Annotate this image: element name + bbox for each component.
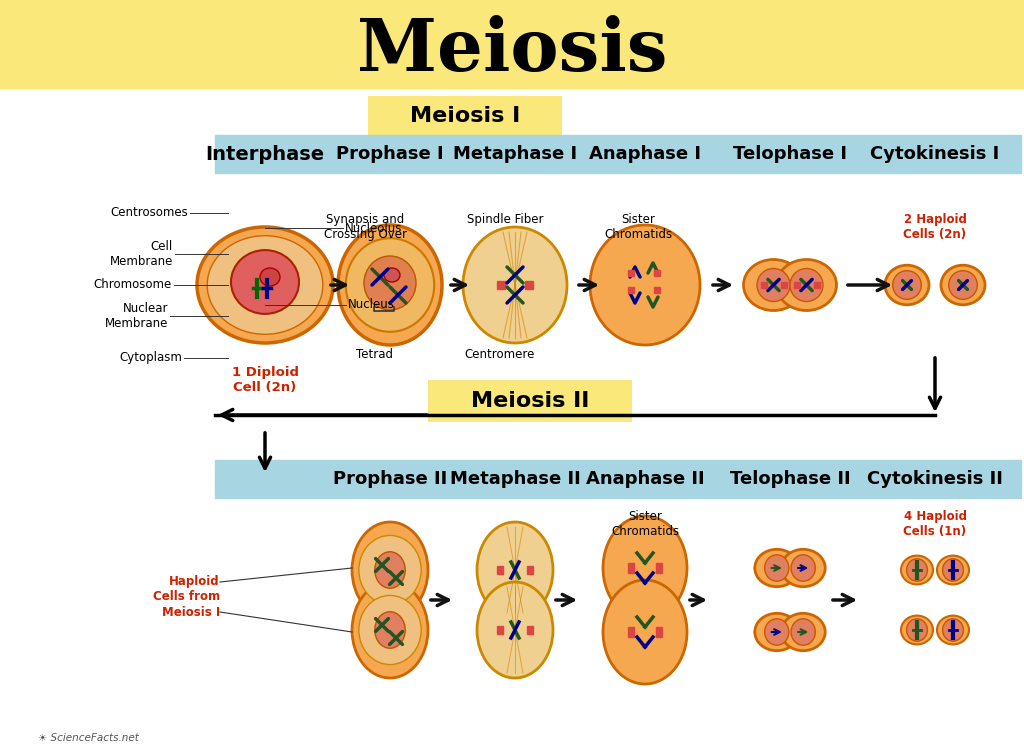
Ellipse shape (943, 619, 964, 641)
Ellipse shape (765, 619, 788, 645)
Bar (628, 563, 634, 573)
Text: Metaphase I: Metaphase I (453, 145, 578, 163)
Ellipse shape (207, 236, 323, 334)
Ellipse shape (901, 556, 933, 584)
Ellipse shape (477, 522, 553, 618)
Ellipse shape (260, 268, 280, 286)
Ellipse shape (384, 268, 400, 282)
Ellipse shape (477, 582, 553, 678)
Ellipse shape (893, 271, 922, 299)
Text: 1 Diploid
Cell (2n): 1 Diploid Cell (2n) (231, 366, 299, 394)
Ellipse shape (338, 225, 442, 345)
Text: Sister
Chromatids: Sister Chromatids (611, 510, 679, 538)
Ellipse shape (603, 580, 687, 684)
Text: Anaphase I: Anaphase I (589, 145, 701, 163)
Ellipse shape (358, 596, 421, 665)
Ellipse shape (941, 265, 985, 305)
Ellipse shape (776, 259, 837, 311)
FancyBboxPatch shape (428, 380, 632, 422)
Ellipse shape (463, 227, 567, 343)
Text: Sister
Chromatids: Sister Chromatids (604, 213, 672, 241)
Bar (656, 563, 662, 573)
Ellipse shape (755, 550, 799, 587)
Bar (780, 282, 786, 288)
Text: Telophase II: Telophase II (730, 470, 850, 488)
Bar (628, 270, 634, 276)
Bar (654, 287, 660, 293)
Text: Meiosis I: Meiosis I (410, 106, 520, 126)
Ellipse shape (906, 619, 928, 641)
Ellipse shape (231, 250, 299, 314)
Text: Anaphase II: Anaphase II (586, 470, 705, 488)
Bar (497, 626, 503, 634)
Text: Cytokinesis II: Cytokinesis II (867, 470, 1002, 488)
Ellipse shape (885, 265, 929, 305)
Bar (628, 287, 634, 293)
Bar (215, 460, 1021, 498)
Ellipse shape (943, 559, 964, 581)
Bar (527, 626, 534, 634)
Bar (215, 135, 1021, 173)
Text: Cell
Membrane: Cell Membrane (110, 240, 173, 268)
Text: Nucleolus: Nucleolus (345, 222, 402, 234)
Ellipse shape (781, 550, 825, 587)
Text: Centrosomes: Centrosomes (111, 206, 188, 219)
Ellipse shape (765, 555, 788, 581)
Text: Haploid
Cells from
Meiosis I: Haploid Cells from Meiosis I (153, 575, 220, 618)
FancyBboxPatch shape (368, 96, 562, 135)
Ellipse shape (603, 516, 687, 620)
Ellipse shape (906, 559, 928, 581)
Bar (813, 282, 819, 288)
Text: Meiosis II: Meiosis II (471, 391, 589, 411)
Ellipse shape (364, 256, 416, 310)
Text: Synapsis and
Crossing Over: Synapsis and Crossing Over (324, 213, 407, 241)
Text: Centromere: Centromere (465, 348, 536, 361)
Text: Cytokinesis I: Cytokinesis I (870, 145, 999, 163)
Bar (628, 627, 634, 637)
Text: Prophase II: Prophase II (333, 470, 447, 488)
Text: ☀ ScienceFacts.net: ☀ ScienceFacts.net (38, 733, 139, 743)
Ellipse shape (352, 522, 428, 618)
Ellipse shape (937, 615, 969, 644)
Ellipse shape (901, 615, 933, 644)
Text: 2 Haploid
Cells (2n): 2 Haploid Cells (2n) (903, 213, 967, 241)
Ellipse shape (346, 238, 434, 332)
Bar (654, 270, 660, 276)
Ellipse shape (757, 268, 790, 302)
Bar (527, 566, 534, 574)
Ellipse shape (792, 555, 815, 581)
Text: Meiosis: Meiosis (356, 14, 668, 85)
Bar (761, 282, 767, 288)
Text: Prophase I: Prophase I (336, 145, 443, 163)
Ellipse shape (792, 619, 815, 645)
Text: 4 Haploid
Cells (1n): 4 Haploid Cells (1n) (903, 510, 967, 538)
Text: Metaphase II: Metaphase II (450, 470, 581, 488)
Ellipse shape (781, 613, 825, 651)
Ellipse shape (755, 613, 799, 651)
Text: Telophase I: Telophase I (733, 145, 847, 163)
Bar (794, 282, 800, 288)
Ellipse shape (358, 535, 421, 605)
Ellipse shape (375, 612, 406, 648)
Bar (497, 281, 505, 289)
Ellipse shape (352, 582, 428, 678)
Ellipse shape (743, 259, 804, 311)
Text: Cytoplasm: Cytoplasm (119, 352, 182, 364)
Ellipse shape (948, 271, 977, 299)
Text: Nuclear
Membrane: Nuclear Membrane (104, 302, 168, 330)
Ellipse shape (937, 556, 969, 584)
Ellipse shape (375, 552, 406, 588)
Bar (525, 281, 534, 289)
Text: Nucleus: Nucleus (348, 299, 395, 311)
Text: Spindle Fiber: Spindle Fiber (467, 213, 544, 226)
Ellipse shape (197, 227, 333, 343)
Text: Chromosome: Chromosome (94, 278, 172, 292)
Ellipse shape (790, 268, 823, 302)
Text: Tetrad: Tetrad (356, 348, 393, 361)
Ellipse shape (590, 225, 700, 345)
Text: Interphase: Interphase (206, 144, 325, 163)
Bar (497, 566, 503, 574)
Bar (0, 0, 1024, 88)
Bar (656, 627, 662, 637)
